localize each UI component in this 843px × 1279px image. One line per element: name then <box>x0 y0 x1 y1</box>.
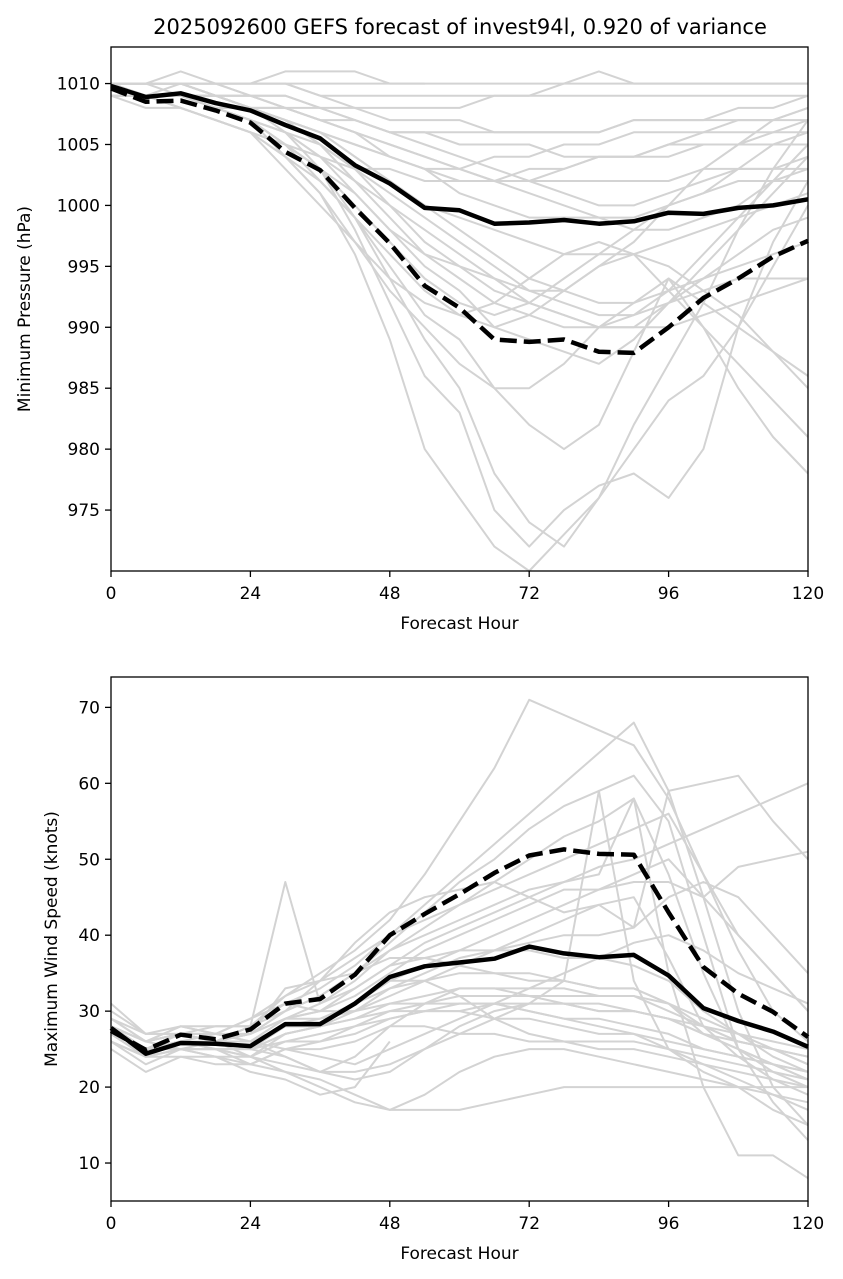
pressure-member-line-5 <box>111 94 809 475</box>
wind-x-tick-label-96: 96 <box>658 1214 680 1234</box>
pressure-member-line-30 <box>110 82 809 256</box>
wind-y-tick-label-70: 70 <box>78 698 100 718</box>
pressure-axes-frame <box>110 46 809 572</box>
wind-axes-frame <box>110 676 809 1202</box>
pressure-x-tick-label-24: 24 <box>240 584 262 604</box>
wind-y-tick-label-50: 50 <box>78 850 100 870</box>
pressure-x-tick-label-48: 48 <box>379 584 401 604</box>
wind-y-tick-label-40: 40 <box>78 926 100 946</box>
pressure-x-tick-label-96: 96 <box>658 584 680 604</box>
pressure-member-line-27 <box>110 82 809 329</box>
pressure-member-line-22 <box>110 82 809 329</box>
wind-y-tick-label-10: 10 <box>78 1154 100 1174</box>
wind-y-tick-label-20: 20 <box>78 1078 100 1098</box>
wind-solid-line <box>109 944 809 1056</box>
pressure-solid-line <box>110 83 809 226</box>
wind-panel: Forecast Hour Maximum Wind Speed (knots)… <box>42 676 824 1264</box>
pressure-y-tick-label-975: 975 <box>68 501 100 521</box>
pressure-y-tick-label-1005: 1005 <box>57 135 100 155</box>
wind-y-tick-label-60: 60 <box>78 774 100 794</box>
chart-title: 2025092600 GEFS forecast of invest94l, 0… <box>153 15 767 39</box>
pressure-member-line-7 <box>110 82 809 365</box>
pressure-member-line-17 <box>110 82 808 317</box>
pressure-y-axis-label: Minimum Pressure (hPa) <box>15 206 35 412</box>
pressure-x-tick-label-120: 120 <box>792 584 824 604</box>
pressure-panel: Forecast Hour Minimum Pressure (hPa) 0 24… <box>15 46 824 634</box>
pressure-member-line-11 <box>111 82 808 97</box>
wind-x-tick-label-24: 24 <box>240 1214 262 1234</box>
pressure-member-line-25 <box>111 70 425 85</box>
wind-x-tick-label-0: 0 <box>106 1214 117 1234</box>
pressure-x-axis-label: Forecast Hour <box>400 614 518 634</box>
pressure-y-tick-label-985: 985 <box>68 379 100 399</box>
pressure-member-line-29 <box>111 82 808 134</box>
wind-dashed-line <box>109 847 810 1053</box>
wind-members <box>110 698 809 1180</box>
wind-member-line-29 <box>110 881 809 1058</box>
pressure-y-tick-label-995: 995 <box>68 257 100 277</box>
pressure-member-line-26 <box>111 82 809 219</box>
wind-x-tick-label-72: 72 <box>518 1214 540 1234</box>
pressure-member-line-4 <box>110 82 809 390</box>
wind-x-axis-label: Forecast Hour <box>400 1244 518 1264</box>
pressure-member-line-24 <box>111 94 808 317</box>
wind-member-line-20 <box>110 1002 809 1111</box>
wind-member-line-17 <box>110 850 809 1051</box>
pressure-x-tick-label-72: 72 <box>518 584 540 604</box>
wind-x-tick-label-48: 48 <box>379 1214 401 1234</box>
wind-y-tick-label-30: 30 <box>78 1002 100 1022</box>
pressure-x-tick-label-0: 0 <box>106 584 117 604</box>
pressure-member-line-16 <box>110 82 809 438</box>
pressure-y-tick-label-980: 980 <box>68 440 100 460</box>
wind-y-axis-label: Maximum Wind Speed (knots) <box>42 811 62 1067</box>
pressure-member-line-14 <box>111 82 809 292</box>
pressure-dashed-line <box>110 86 809 356</box>
wind-member-line-22 <box>110 1025 808 1111</box>
pressure-member-line-20 <box>110 94 809 329</box>
wind-x-tick-label-120: 120 <box>792 1214 824 1234</box>
wind-member-line-26 <box>110 812 809 1051</box>
pressure-y-tick-label-990: 990 <box>68 318 100 338</box>
pressure-y-tick-label-1010: 1010 <box>57 75 100 95</box>
pressure-members <box>110 70 809 572</box>
wind-member-line-24 <box>110 858 809 1051</box>
pressure-y-tick-label-1000: 1000 <box>57 196 100 216</box>
